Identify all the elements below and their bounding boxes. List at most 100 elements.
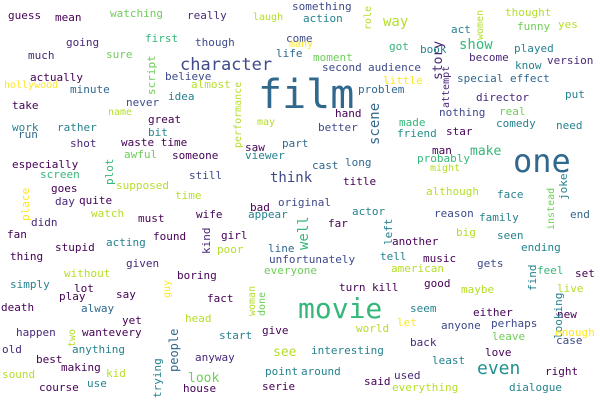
cloud-word: many xyxy=(289,39,314,50)
cloud-word: put xyxy=(565,88,585,101)
cloud-word: may xyxy=(257,117,276,128)
cloud-word: book xyxy=(420,43,447,56)
cloud-word: serie xyxy=(262,380,296,393)
cloud-word: going xyxy=(66,36,100,49)
cloud-word: family xyxy=(479,211,519,224)
cloud-word: got xyxy=(389,40,409,53)
cloud-word: really xyxy=(187,9,227,22)
cloud-word: laugh xyxy=(253,12,284,23)
cloud-word: fan xyxy=(7,228,27,241)
cloud-word: make xyxy=(470,144,502,159)
cloud-word: tell xyxy=(380,250,407,263)
cloud-word: something xyxy=(292,0,352,13)
cloud-word: nothing xyxy=(439,106,486,119)
cloud-word: end xyxy=(570,208,590,221)
cloud-word: problem xyxy=(358,83,405,96)
cloud-word: instead xyxy=(546,187,557,230)
cloud-word: believe xyxy=(165,70,212,83)
cloud-word: plot xyxy=(103,158,116,186)
cloud-word: unfortunately xyxy=(269,253,356,266)
cloud-word: never xyxy=(126,96,160,109)
cloud-word: love xyxy=(485,346,512,359)
cloud-word: start xyxy=(219,329,253,342)
cloud-word: star xyxy=(446,125,473,138)
cloud-word: name xyxy=(108,107,133,118)
cloud-word: watch xyxy=(91,207,125,220)
cloud-word: thing xyxy=(10,250,44,263)
cloud-word: shot xyxy=(70,137,97,150)
cloud-word: thought xyxy=(505,6,552,19)
cloud-word: enough xyxy=(555,326,595,339)
cloud-word: wantevery xyxy=(82,326,142,339)
cloud-word: let xyxy=(397,316,417,329)
cloud-word: acting xyxy=(106,236,146,249)
cloud-word: people xyxy=(167,328,181,372)
cloud-word: right xyxy=(545,365,579,378)
cloud-word: supposed xyxy=(116,179,169,192)
cloud-word: still xyxy=(189,169,223,182)
cloud-word: moment xyxy=(313,51,353,64)
cloud-word: either xyxy=(473,306,513,319)
cloud-word: quite xyxy=(79,194,113,207)
cloud-word: given xyxy=(126,257,160,270)
cloud-word: friend xyxy=(397,127,437,140)
cloud-word: especially xyxy=(12,158,79,171)
cloud-word: anyway xyxy=(195,351,235,364)
cloud-word: lot xyxy=(74,282,94,295)
cloud-word: played xyxy=(514,42,554,55)
cloud-word: feel xyxy=(537,264,564,277)
cloud-word: bit xyxy=(148,126,168,139)
cloud-word: making xyxy=(61,361,101,374)
cloud-word: even xyxy=(477,358,521,379)
cloud-word: poor xyxy=(217,243,244,256)
cloud-word: said xyxy=(364,375,391,388)
cloud-word: made xyxy=(399,116,426,129)
cloud-word: play xyxy=(59,290,86,303)
cloud-word: day xyxy=(55,195,75,208)
cloud-word: seem xyxy=(410,302,437,315)
cloud-word: director xyxy=(476,91,529,104)
cloud-word: action xyxy=(303,12,343,25)
cloud-word: yes xyxy=(558,18,578,31)
cloud-word: character xyxy=(180,55,273,75)
cloud-word: live xyxy=(557,282,584,295)
cloud-word: dialogue xyxy=(509,381,562,394)
cloud-word: case xyxy=(556,334,583,347)
cloud-word: take xyxy=(12,99,39,112)
cloud-word: appear xyxy=(248,208,288,221)
cloud-word: long xyxy=(345,156,372,169)
cloud-word: cast xyxy=(312,159,339,172)
cloud-word: death xyxy=(1,301,35,314)
cloud-word: second xyxy=(322,61,362,74)
cloud-word: comedy xyxy=(496,117,536,130)
cloud-word: guy xyxy=(162,279,173,298)
cloud-word: house xyxy=(183,382,217,395)
cloud-word: come xyxy=(286,32,313,45)
cloud-word: screen xyxy=(40,168,80,181)
cloud-word: movie xyxy=(298,292,383,325)
cloud-word: course xyxy=(39,381,79,394)
cloud-word: viewer xyxy=(245,149,285,162)
cloud-word: yet xyxy=(122,314,142,327)
cloud-word: life xyxy=(276,47,303,60)
cloud-word: anything xyxy=(72,343,125,356)
cloud-word: actually xyxy=(30,71,83,84)
cloud-word: waste time xyxy=(121,136,188,149)
cloud-word: sure xyxy=(106,48,133,61)
cloud-word: girl xyxy=(221,229,248,242)
cloud-word: better xyxy=(318,121,358,134)
cloud-word: first xyxy=(145,32,179,45)
cloud-word: although xyxy=(426,185,479,198)
cloud-word: part xyxy=(282,137,309,150)
cloud-word: leave xyxy=(492,330,526,343)
cloud-word: real xyxy=(499,105,526,118)
cloud-word: awful xyxy=(124,148,158,161)
cloud-word: ending xyxy=(521,241,561,254)
cloud-word: turn xyxy=(339,281,366,294)
cloud-word: seen xyxy=(497,229,524,242)
cloud-word: way xyxy=(383,14,409,30)
cloud-word: find xyxy=(526,264,539,292)
cloud-word: look xyxy=(188,371,220,386)
cloud-word: kind xyxy=(200,227,213,255)
cloud-word: big xyxy=(456,226,476,239)
